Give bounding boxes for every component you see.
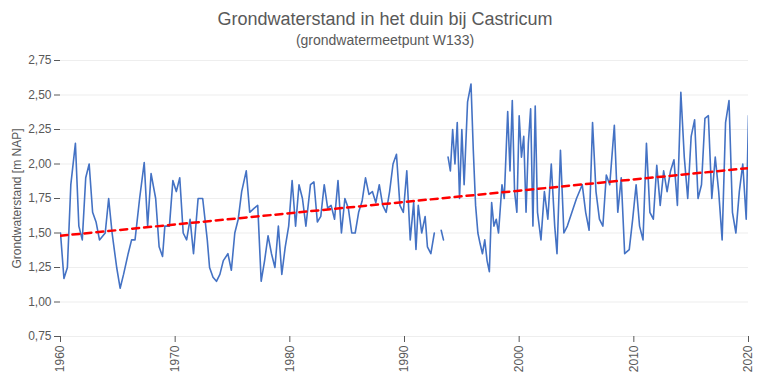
svg-text:Grondwaterstand [m NAP]: Grondwaterstand [m NAP] xyxy=(10,128,24,268)
svg-text:1,50: 1,50 xyxy=(28,226,52,240)
svg-text:2,25: 2,25 xyxy=(28,122,52,136)
svg-text:1970: 1970 xyxy=(168,345,182,372)
svg-text:2020: 2020 xyxy=(741,345,755,372)
svg-text:2000: 2000 xyxy=(512,345,526,372)
svg-text:2010: 2010 xyxy=(627,345,641,372)
svg-text:1980: 1980 xyxy=(283,345,297,372)
html-text:(grondwatermeetpunt W133): (grondwatermeetpunt W133) xyxy=(295,32,475,48)
svg-text:0,75: 0,75 xyxy=(28,329,52,343)
svg-text:1960: 1960 xyxy=(53,345,67,372)
svg-text:1,00: 1,00 xyxy=(28,295,52,309)
svg-text:1,75: 1,75 xyxy=(28,191,52,205)
html-text:Grondwaterstand in het duin bi: Grondwaterstand in het duin bij Castricu… xyxy=(217,9,553,29)
svg-text:2,00: 2,00 xyxy=(28,157,52,171)
svg-text:1,25: 1,25 xyxy=(28,260,52,274)
svg-text:2,75: 2,75 xyxy=(28,53,52,67)
svg-text:2,50: 2,50 xyxy=(28,88,52,102)
svg-text:1990: 1990 xyxy=(397,345,411,372)
